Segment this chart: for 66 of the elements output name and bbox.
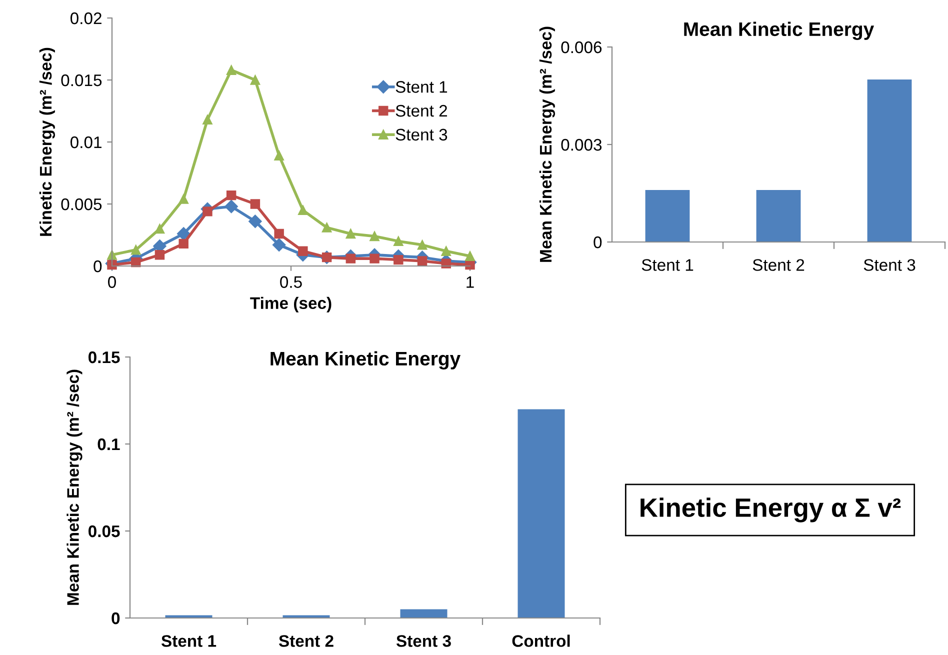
x-tick-label: Stent 2	[752, 259, 804, 271]
chart-title: Mean Kinetic Energy	[270, 351, 461, 370]
point	[131, 245, 141, 255]
point	[370, 231, 380, 242]
point	[394, 254, 404, 265]
y-tick-label: 0.005	[61, 198, 102, 210]
point	[346, 228, 356, 239]
x-tick-label: Stent 3	[864, 259, 916, 271]
bar	[518, 409, 565, 618]
y-tick-label: 0	[594, 236, 602, 248]
chart-title: Mean Kinetic Energy	[684, 22, 874, 40]
point	[417, 256, 428, 266]
y-axis-title: Mean Kinetic Energy (m² /sec)	[66, 370, 82, 605]
y-tick-label: 0	[112, 612, 120, 624]
y-tick-label: 0.15	[88, 351, 120, 364]
point	[298, 205, 308, 216]
point	[417, 240, 428, 250]
x-tick-label: Control	[512, 634, 570, 647]
point	[178, 194, 188, 204]
x-tick-label: Stent 1	[161, 635, 216, 647]
y-tick-label: 0.1	[98, 438, 120, 450]
point	[177, 227, 190, 240]
point	[322, 222, 332, 232]
point	[441, 258, 451, 268]
y-tick-label: 0.01	[70, 136, 102, 148]
text: Kinetic Energy α Σ v²	[640, 498, 901, 522]
point	[202, 206, 212, 216]
point	[248, 214, 262, 228]
x-axis-title: Time (sec)	[250, 296, 332, 312]
y-tick-label: 0.015	[61, 74, 102, 86]
legend-label: Stent 3	[396, 128, 448, 141]
y-axis-title: Mean Kinetic Energy (m² /sec)	[539, 26, 556, 262]
point	[226, 190, 236, 200]
x-tick-label: 0.5	[280, 276, 302, 288]
point	[250, 199, 260, 209]
x-tick-label: Stent 3	[396, 635, 451, 647]
point	[346, 254, 356, 264]
y-tick-label: 0.006	[561, 41, 602, 54]
x-tick-label: 1	[466, 276, 474, 288]
legend-label: Stent 2	[396, 104, 448, 117]
legend-label: Stent 1	[396, 81, 448, 93]
point	[107, 260, 117, 270]
point	[394, 236, 404, 246]
point	[465, 251, 475, 261]
point	[272, 238, 286, 252]
bar	[400, 609, 448, 618]
point	[154, 224, 165, 234]
point	[298, 246, 308, 256]
y-axis-title: Kinetic Energy (m² /sec)	[39, 48, 56, 236]
bar	[165, 615, 212, 618]
bar	[282, 615, 330, 618]
point	[202, 114, 212, 125]
point	[274, 228, 284, 239]
point	[250, 75, 260, 85]
y-tick-label: 0.02	[70, 12, 102, 24]
point	[274, 150, 284, 160]
x-tick-label: Stent 2	[278, 635, 334, 647]
y-tick-label: 0.003	[561, 138, 602, 151]
x-tick-label: Stent 1	[642, 259, 694, 271]
point	[441, 246, 451, 256]
point	[226, 65, 236, 75]
point	[224, 200, 238, 214]
point	[154, 250, 165, 260]
point	[370, 254, 380, 264]
point	[178, 238, 188, 249]
y-tick-label: 0.05	[88, 525, 120, 538]
